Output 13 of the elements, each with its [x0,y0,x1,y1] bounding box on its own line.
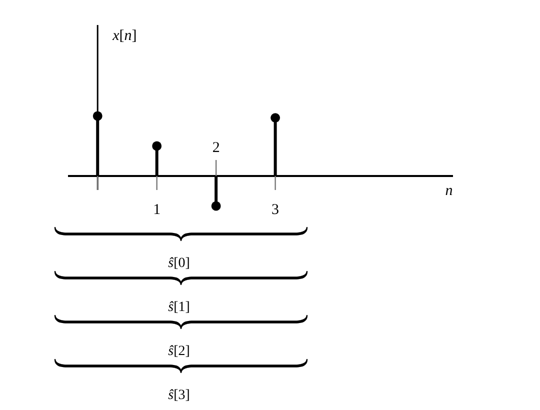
y-axis-title: x[n] [112,28,137,44]
x-tick-label: 3 [272,202,280,218]
x-tick-label: 1 [153,202,161,218]
text: ŝ[2] [168,344,190,359]
x-axis-title: n [445,183,453,199]
point [270,113,280,123]
annotation: 2 [212,140,220,156]
point [92,111,102,121]
text: ŝ[3] [168,388,190,403]
text: ŝ[1] [168,300,190,315]
point [211,201,221,211]
text: ŝ[0] [168,256,190,271]
point [152,141,162,151]
